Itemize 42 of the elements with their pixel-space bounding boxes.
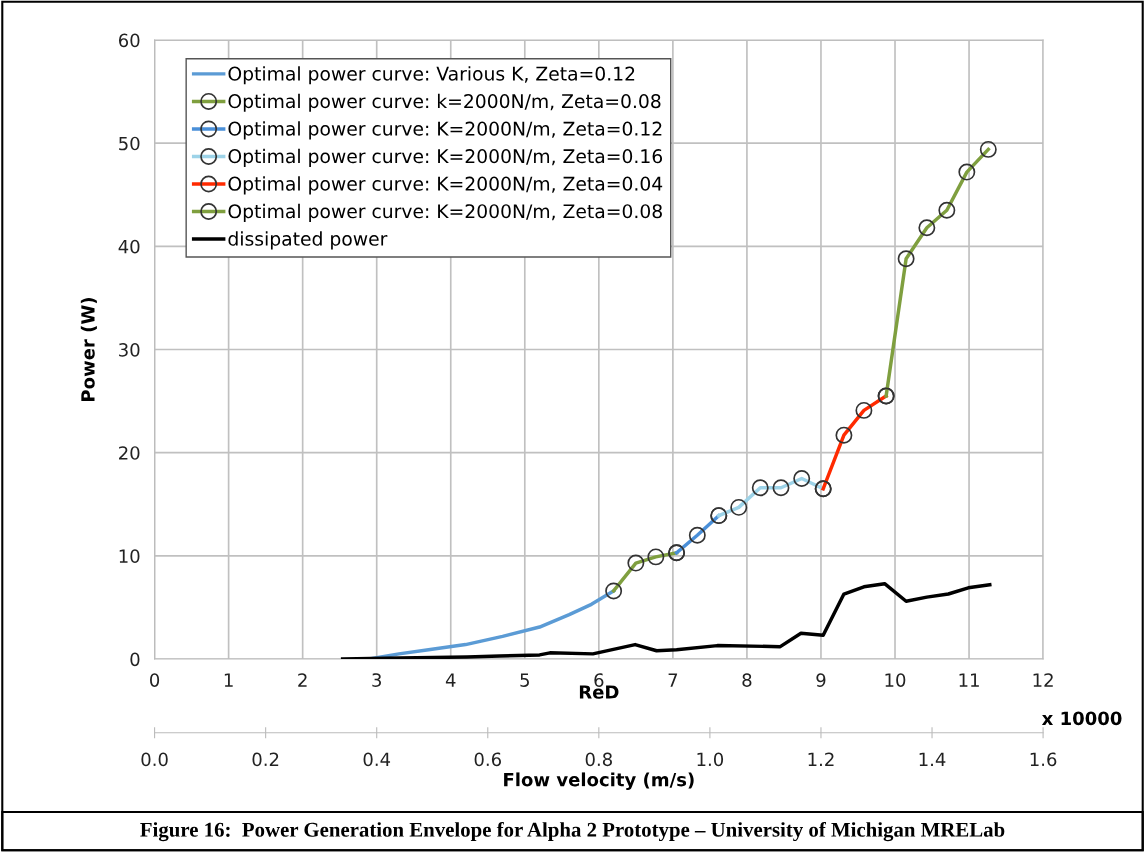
x-axis-title: ReD (579, 685, 619, 699)
y-tick-label: 30 (119, 342, 140, 357)
x2-tick-label: 0.8 (585, 752, 612, 767)
x2-tick-label: 0.6 (474, 752, 501, 767)
text: x 10000 (1041, 711, 1122, 726)
x2-tick-label: 1.6 (1030, 752, 1057, 767)
legend-label: Optimal power curve: K=2000N/m, Zeta=0.16 (228, 148, 663, 167)
y-tick-label: 0 (130, 652, 140, 667)
x2-axis-title: Flow velocity (m/s) (504, 772, 694, 791)
legend-label: dissipated power (228, 231, 388, 250)
x-tick-label: 5 (520, 673, 529, 687)
x2-tick-label: 0.2 (252, 752, 279, 767)
x-tick-label: 11 (959, 673, 979, 687)
x2-tick-label: 1.4 (919, 752, 946, 766)
x2-tick-label: 1.0 (697, 752, 724, 767)
x-tick-label: 1 (224, 673, 233, 687)
x-tick-label: 7 (668, 673, 678, 687)
x-tick-label: 10 (885, 673, 906, 687)
x-tick-label: 12 (1033, 673, 1053, 687)
x2-tick-label: 1.2 (808, 752, 834, 766)
y-axis-title: Power (W) (80, 298, 97, 401)
legend-label: Optimal power curve: K=2000N/m, Zeta=0.12 (228, 121, 662, 140)
text: Figure 16: Power Generation Envelope for Alpha 2 Prototype – University of Michigan MRELab (140, 821, 1005, 842)
line-series (340, 581, 992, 660)
x-tick-label: 9 (816, 673, 826, 687)
y-tick-label: 10 (119, 549, 140, 563)
x-tick-label: 6 (594, 673, 604, 687)
y-tick-label: 40 (118, 239, 140, 254)
x2-tick-label: 0.0 (141, 752, 168, 767)
legend-label: Optimal power curve: k=2000N/m, Zeta=0.08 (228, 93, 661, 112)
x2-tick-label: 0.4 (363, 752, 391, 767)
x-tick-label: 0 (150, 673, 160, 687)
y-tick-label: 50 (119, 136, 140, 151)
y-tick-label: 20 (119, 446, 140, 460)
legend-label: Optimal power curve: Various K, Zeta=0.12 (228, 66, 635, 85)
x-tick-label: 8 (742, 673, 752, 687)
legend-label: Optimal power curve: K=2000N/m, Zeta=0.04 (228, 176, 663, 195)
x-tick-label: 3 (372, 673, 381, 687)
legend-label: Optimal power curve: K=2000N/m, Zeta=0.08 (228, 203, 662, 222)
y-tick-label: 60 (118, 33, 140, 48)
x-tick-label: 4 (445, 673, 456, 687)
x-tick-label: 2 (298, 673, 307, 687)
